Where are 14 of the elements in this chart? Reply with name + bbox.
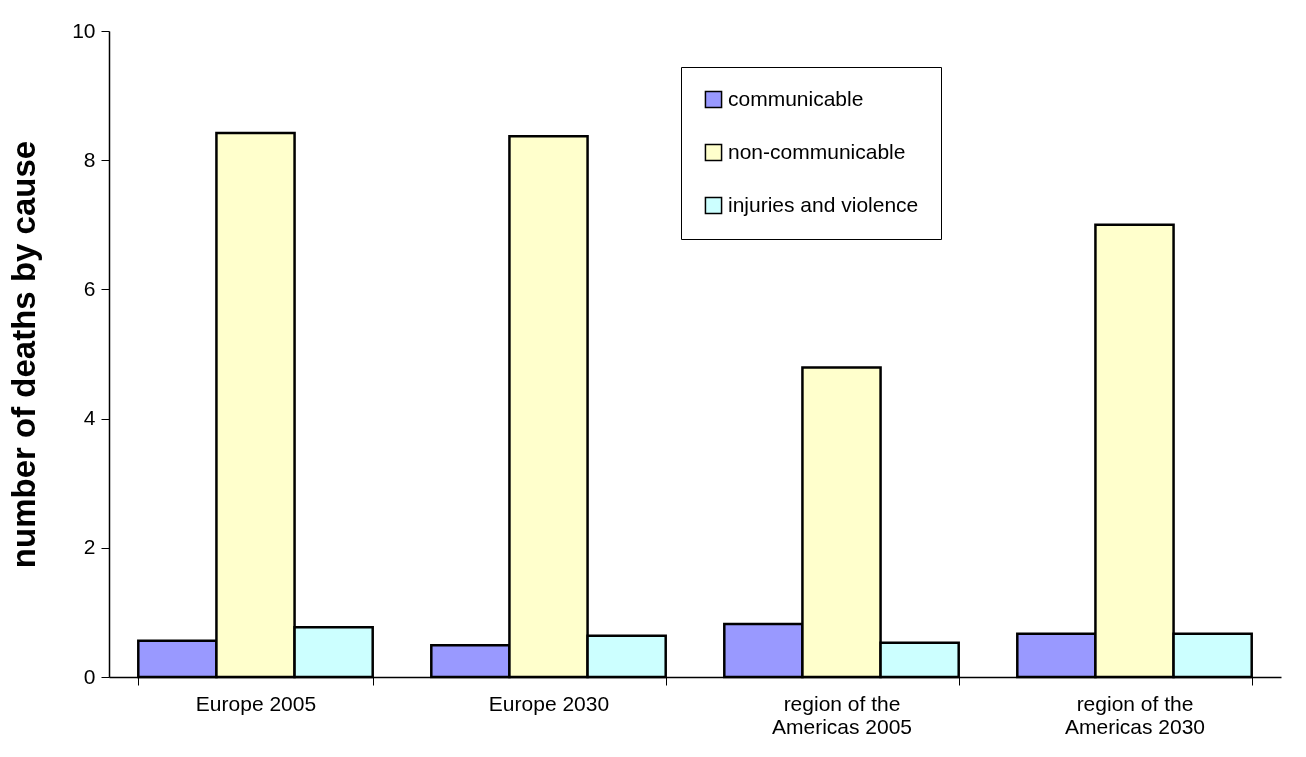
legend-label: non-communicable — [728, 139, 906, 163]
x-tick-label: Europe 2005 — [195, 691, 317, 715]
y-tick-label: 8 — [83, 147, 96, 171]
x-tick-label: Europe 2030 — [488, 691, 610, 715]
y-tick-label: 0 — [83, 664, 96, 688]
x-tick-label: region of the Americas 2005 — [771, 691, 913, 738]
y-tick-label: 10 — [72, 18, 96, 42]
y-axis-title: number of deaths by cause — [5, 140, 43, 569]
legend-label: injuries and violence — [728, 192, 919, 216]
legend-label: communicable — [728, 86, 864, 110]
y-tick-label: 2 — [83, 535, 96, 559]
y-tick-label: 6 — [83, 276, 96, 300]
y-tick-label: 4 — [83, 406, 96, 430]
x-tick-label: region of the Americas 2030 — [1064, 691, 1206, 738]
